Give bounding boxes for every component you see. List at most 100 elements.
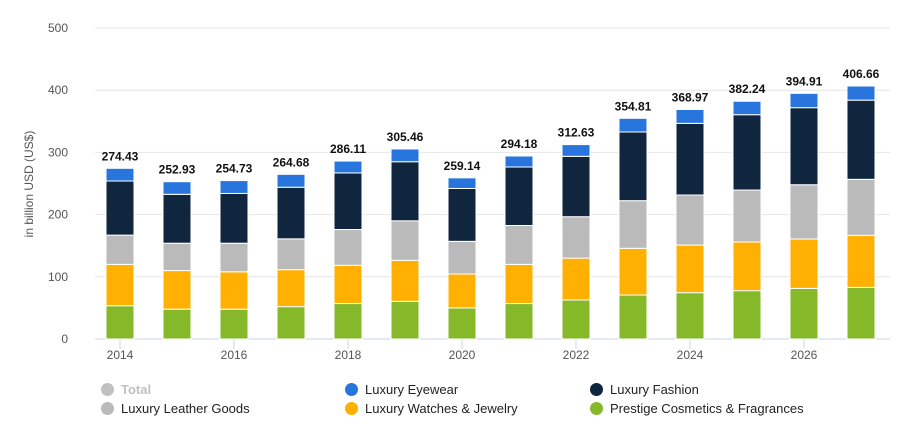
bar-segment: [561, 155, 591, 218]
legend-item-eyewear[interactable]: Luxury Eyewear: [345, 382, 458, 397]
bar-segment: [504, 263, 534, 305]
total-data-label: 354.81: [615, 99, 652, 113]
x-tick-label: 2022: [563, 348, 590, 362]
bar-segment: [789, 107, 819, 186]
bar-segment: [333, 229, 363, 266]
bar-segment: [162, 270, 192, 310]
bar-segment: [675, 108, 705, 124]
bar-segment: [846, 286, 876, 340]
y-tick-label: 300: [48, 145, 68, 159]
bar-segment: [447, 177, 477, 189]
bar-segment: [390, 300, 420, 340]
total-data-label: 264.68: [273, 155, 310, 169]
total-data-label: 286.11: [330, 142, 366, 156]
legend-marker: [101, 402, 114, 415]
bar-segment: [390, 161, 420, 222]
bar-segment: [618, 131, 648, 202]
bar-segment: [732, 100, 762, 116]
bar-segment: [732, 290, 762, 340]
total-data-label: 254.73: [216, 162, 253, 176]
bar-segment: [846, 99, 876, 180]
bar-segment: [390, 148, 420, 163]
bar-segment: [333, 172, 363, 231]
bar-segment: [219, 192, 249, 244]
legend-item-leather-goods[interactable]: Luxury Leather Goods: [101, 401, 250, 416]
total-data-label: 368.97: [672, 91, 709, 105]
bar-segment: [276, 173, 306, 188]
bar-segment: [846, 234, 876, 288]
bar-segment: [219, 308, 249, 340]
bar-segment: [162, 181, 192, 195]
legend-item-total[interactable]: Total: [101, 382, 151, 397]
total-data-label: 305.46: [387, 130, 424, 144]
x-tick-label: 2024: [677, 348, 704, 362]
bar-segment: [789, 184, 819, 240]
bar-segment: [504, 166, 534, 226]
bar-segment: [276, 238, 306, 271]
bar-segment: [333, 160, 363, 174]
bar-segment: [219, 271, 249, 310]
bar-segment: [447, 187, 477, 242]
bar-segment: [276, 269, 306, 308]
bar-segment: [561, 257, 591, 301]
legend-label: Luxury Eyewear: [365, 382, 459, 397]
bar-segment: [447, 307, 477, 340]
bar-segment: [675, 194, 705, 246]
bar-segment: [561, 144, 591, 157]
bar-segment: [618, 117, 648, 133]
x-tick-label: 2020: [449, 348, 476, 362]
y-tick-label: 200: [48, 208, 68, 222]
bar-segment: [675, 244, 705, 294]
legend-item-fashion[interactable]: Luxury Fashion: [590, 382, 699, 397]
bar-segment: [105, 234, 135, 265]
bar-segment: [846, 85, 876, 101]
bar-segment: [276, 186, 306, 240]
bar-segment: [789, 92, 819, 109]
bar-segment: [390, 259, 420, 302]
bar-segment: [732, 114, 762, 191]
bar-segment: [561, 299, 591, 340]
y-axis-title: in billion USD (US$): [22, 131, 36, 238]
x-tick-label: 2016: [221, 348, 248, 362]
bar-segment: [789, 238, 819, 289]
bar-segment: [618, 247, 648, 296]
x-tick-label: 2018: [335, 348, 362, 362]
total-data-label: 394.91: [786, 74, 823, 88]
bar-segment: [504, 303, 534, 340]
legend-label: Luxury Fashion: [610, 382, 699, 397]
legend-marker: [345, 383, 358, 396]
legend-label: Total: [121, 382, 152, 397]
legend-item-cosmetics[interactable]: Prestige Cosmetics & Fragrances: [590, 401, 804, 416]
bar-segment: [105, 263, 135, 307]
bar-segment: [333, 303, 363, 340]
bar-segment: [333, 264, 363, 305]
bar-segment: [219, 242, 249, 273]
x-tick-label: 2026: [791, 348, 818, 362]
y-tick-label: 0: [61, 332, 68, 346]
bar-segment: [732, 241, 762, 292]
bar-segment: [105, 305, 135, 340]
total-data-label: 274.43: [102, 149, 139, 163]
total-data-label: 294.18: [501, 137, 538, 151]
bar-segment: [618, 200, 648, 249]
y-tick-label: 400: [48, 83, 68, 97]
legend-marker: [345, 402, 358, 415]
legend-label: Luxury Watches & Jewelry: [365, 401, 518, 416]
bar-segment: [162, 242, 192, 272]
bar-segment: [846, 178, 876, 236]
bar-segment: [732, 189, 762, 243]
bar-segment: [105, 167, 135, 182]
total-data-label: 382.24: [729, 82, 766, 96]
y-tick-label: 500: [48, 21, 68, 35]
bar-segment: [162, 193, 192, 244]
legend-item-watches-jewelry[interactable]: Luxury Watches & Jewelry: [345, 401, 518, 416]
legend-label: Prestige Cosmetics & Fragrances: [610, 401, 804, 416]
bar-segment: [675, 292, 705, 340]
bar-segment: [561, 216, 591, 259]
bar-segment: [219, 180, 249, 194]
legend-label: Luxury Leather Goods: [121, 401, 250, 416]
bar-segment: [105, 180, 135, 236]
total-data-label: 252.93: [159, 163, 196, 177]
legend-marker: [101, 383, 114, 396]
